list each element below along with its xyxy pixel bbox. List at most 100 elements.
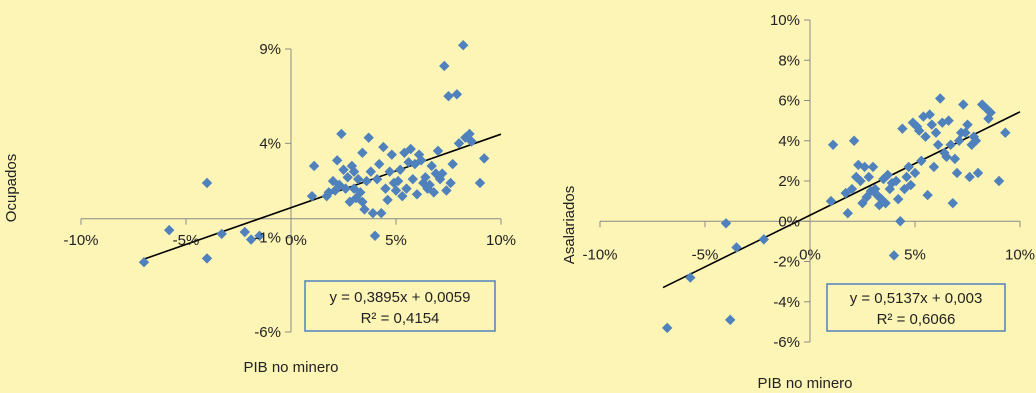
scatter-point — [970, 135, 982, 146]
scatter-point — [945, 139, 956, 150]
scatter-point — [880, 197, 891, 209]
scatter-point — [334, 179, 345, 191]
tick-labels-asalariados: -10% -5% 0% 5% 10%-6%-4%-2%0%2%4%6%8%10% — [582, 12, 1035, 351]
scatter-point — [895, 216, 906, 227]
scatter-point — [935, 93, 946, 104]
y-tick-label: -6% — [254, 324, 281, 341]
scatter-point — [378, 141, 389, 153]
scatter-point — [903, 161, 914, 173]
scatter-point — [395, 164, 406, 175]
scatter-point — [853, 159, 864, 171]
scatter-point — [872, 189, 883, 201]
scatter-point — [441, 185, 452, 196]
x-tick-label: 0% — [799, 246, 821, 263]
scatter-point — [332, 155, 343, 166]
scatter-point — [932, 139, 944, 150]
scatter-point — [399, 147, 410, 158]
scatter-point — [953, 135, 965, 146]
scatter-point — [451, 89, 463, 100]
scatter-point — [951, 167, 963, 179]
x-axis-title-ocupados: PIB no minero — [243, 359, 338, 376]
scatter-point — [409, 158, 421, 170]
scatter-point — [993, 175, 1005, 187]
scatter-point — [937, 117, 948, 128]
points-asalariados — [662, 93, 1011, 334]
scatter-point — [930, 127, 942, 138]
scatter-point — [138, 256, 150, 268]
scatter-point — [428, 187, 439, 198]
scatter-point — [924, 109, 935, 120]
scatter-point — [960, 127, 971, 138]
scatter-point — [254, 230, 265, 241]
scatter-point — [424, 179, 435, 191]
x-tick-label: -10% — [582, 246, 617, 263]
scatter-point — [340, 183, 351, 194]
scatter-point — [1000, 127, 1011, 138]
scatter-point — [851, 171, 862, 183]
r2-asalariados: R² = 0,6066 — [877, 311, 956, 328]
scatter-point — [911, 121, 923, 132]
scatter-point — [867, 161, 879, 173]
scatter-point — [445, 177, 456, 189]
chart-asalariados: -10% -5% 0% 5% 10%-6%-4%-2%0%2%4%6%8%10% PIB… — [561, 12, 1035, 392]
scatter-point — [972, 167, 984, 179]
scatter-point — [439, 60, 450, 72]
scatter-point — [720, 218, 732, 229]
scatter-point — [949, 153, 961, 165]
scatter-point — [357, 196, 368, 208]
scatter-point — [392, 175, 404, 187]
scatter-point — [920, 131, 931, 142]
scatter-point — [390, 185, 402, 196]
x-tick-label: 5% — [904, 246, 926, 263]
y-tick-label: 4% — [259, 135, 281, 152]
scatter-point — [201, 177, 213, 189]
scatter-point — [855, 175, 866, 187]
scatter-point — [869, 183, 881, 195]
scatter-point — [977, 99, 988, 110]
scatter-point — [437, 168, 448, 179]
scatter-point — [731, 242, 742, 253]
scatter-point — [380, 183, 391, 194]
scatter-point — [386, 149, 397, 160]
scatter-point — [893, 193, 904, 205]
scatter-point — [308, 160, 320, 172]
chart-ocupados: -10% -5% 0% 5% 10% -6% -1% 4% 9% PIB no minero O… — [3, 40, 516, 376]
points-ocupados — [138, 40, 490, 268]
scatter-point — [827, 139, 839, 150]
scatter-point — [842, 208, 853, 219]
scatter-point — [874, 199, 885, 211]
scatter-point — [964, 171, 975, 183]
x-tick-label: 10% — [1005, 246, 1035, 263]
scatter-point — [861, 191, 872, 203]
equation-box-ocupados — [304, 280, 496, 332]
scatter-point — [367, 207, 379, 219]
scatter-point — [405, 143, 416, 155]
scatter-point — [466, 136, 477, 147]
scatter-point — [725, 314, 736, 326]
x-tick-label: 0% — [285, 232, 307, 249]
r2-ocupados: R² = 0,4154 — [361, 310, 440, 327]
scatter-point — [374, 158, 385, 170]
axes-asalariados — [599, 19, 1021, 343]
y-tick-label: -6% — [773, 334, 800, 351]
scatter-point — [369, 230, 381, 241]
scatter-point — [985, 107, 996, 118]
y-axis-title-ocupados: Ocupados — [3, 154, 20, 222]
scatter-point — [884, 183, 895, 195]
scatter-point — [361, 175, 372, 187]
scatter-point — [336, 128, 347, 140]
y-tick-label: 9% — [259, 41, 281, 58]
scatter-point — [890, 175, 902, 187]
scatter-point — [907, 117, 919, 128]
scatter-point — [909, 167, 921, 179]
scatter-point — [245, 234, 257, 245]
scatter-point — [941, 151, 952, 163]
y-tick-label: -1% — [254, 230, 281, 247]
scatter-point — [916, 155, 927, 167]
equation-asalariados: y = 0,5137x + 0,003 — [850, 290, 983, 307]
scatter-point — [426, 160, 437, 172]
scatter-point — [376, 207, 387, 219]
scatter-point — [416, 155, 427, 166]
scatter-point — [239, 226, 250, 238]
